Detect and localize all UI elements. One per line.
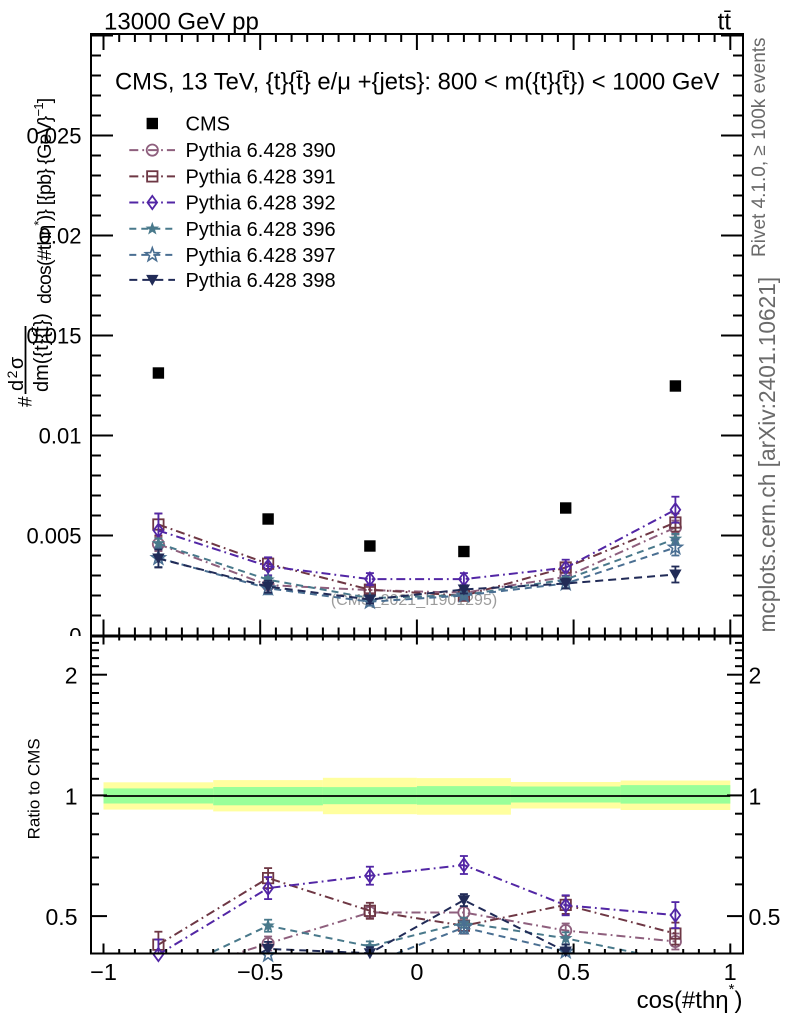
svg-text:CMS: CMS: [186, 114, 230, 136]
svg-text:Pythia 6.428 392: Pythia 6.428 392: [186, 193, 336, 215]
svg-text:Pythia 6.428 397: Pythia 6.428 397: [186, 245, 336, 267]
svg-text:#: #: [16, 396, 37, 407]
svg-text:tt̄: tt̄: [718, 8, 732, 35]
svg-text:mcplots.cern.ch [arXiv:2401.10: mcplots.cern.ch [arXiv:2401.10621]: [754, 277, 780, 633]
svg-text:CMS, 13 TeV, {t}{t̄} e/μ +{jet: CMS, 13 TeV, {t}{t̄} e/μ +{jets}: 800 < …: [115, 69, 720, 96]
svg-text:0.025: 0.025: [26, 124, 81, 149]
svg-text:−1: −1: [90, 959, 117, 985]
svg-text:−0.5: −0.5: [237, 959, 283, 985]
svg-text:0.01: 0.01: [39, 424, 82, 449]
svg-text:0.02: 0.02: [39, 224, 82, 249]
svg-text:0.005: 0.005: [26, 524, 81, 549]
svg-text:Rivet 4.1.0, ≥ 100k events: Rivet 4.1.0, ≥ 100k events: [749, 37, 770, 257]
svg-text:2: 2: [65, 663, 78, 689]
svg-text:dm({t}{t̄}): dm({t}{t̄}): [31, 313, 53, 392]
svg-text:Pythia 6.428 398: Pythia 6.428 398: [186, 270, 336, 292]
svg-text:13000 GeV pp: 13000 GeV pp: [104, 8, 259, 35]
svg-text:0: 0: [410, 959, 423, 985]
svg-text:Ratio to CMS: Ratio to CMS: [25, 738, 44, 839]
svg-text:Pythia 6.428 396: Pythia 6.428 396: [186, 219, 336, 241]
svg-text:1: 1: [724, 959, 737, 985]
svg-text:1: 1: [749, 783, 762, 809]
svg-text:0.5: 0.5: [749, 904, 781, 930]
svg-text:Pythia 6.428 390: Pythia 6.428 390: [186, 140, 336, 162]
svg-text:2: 2: [749, 663, 762, 689]
svg-text:dcos(#thη*)} [{pb} {GeV}−1]: dcos(#thη*)} [{pb} {GeV}−1]: [31, 98, 56, 304]
svg-text:0: 0: [69, 624, 81, 649]
svg-text:0.015: 0.015: [26, 324, 81, 349]
svg-text:0.5: 0.5: [46, 904, 78, 930]
svg-text:0.5: 0.5: [557, 959, 590, 985]
svg-text:Pythia 6.428 391: Pythia 6.428 391: [186, 166, 336, 188]
svg-text:cos(#thη*): cos(#thη*): [637, 981, 743, 1014]
svg-text:1: 1: [65, 783, 78, 809]
